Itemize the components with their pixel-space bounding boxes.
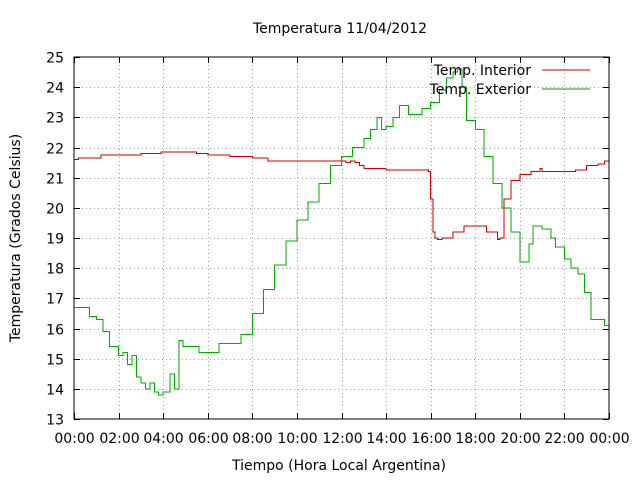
x-tick-label: 16:00 [411,431,451,447]
x-tick-label: 00:00 [589,431,629,447]
y-axis-label: Temperatura (Grados Celsius) [8,134,24,343]
x-tick-label: 20:00 [500,431,540,447]
x-tick-label: 22:00 [544,431,584,447]
x-tick-label: 02:00 [99,431,139,447]
chart-title: Temperatura 11/04/2012 [252,21,427,37]
y-tick-label: 15 [46,353,64,369]
ticks: 00:00 02:00 04:00 06:00 08:00 10:00 12:00 14:00… [46,51,630,448]
series-layer [74,68,610,396]
series-line-exterior [74,68,610,396]
y-tick-label: 21 [46,172,64,188]
x-axis-label: Tiempo (Hora Local Argentina) [231,458,446,474]
series-line-interior [74,151,609,240]
y-tick-label: 22 [46,142,64,158]
x-tick-label: 12:00 [322,431,362,447]
y-tick-label: 25 [46,51,64,67]
legend: Temp. Interior Temp. Exterior [429,63,590,98]
y-tick-label: 16 [46,323,64,339]
x-tick-label: 04:00 [143,431,183,447]
y-tick-label: 14 [46,383,64,399]
grid [74,57,609,419]
y-tick-label: 20 [46,202,64,218]
y-tick-label: 13 [46,413,64,429]
y-tick-label: 23 [46,111,64,127]
x-tick-label: 18:00 [455,431,495,447]
y-tick-label: 24 [46,81,64,97]
legend-label-exterior: Temp. Exterior [429,82,532,98]
x-tick-label: 14:00 [366,431,406,447]
x-tick-label: 00:00 [54,431,94,447]
x-tick-label: 10:00 [277,431,317,447]
legend-label-interior: Temp. Interior [433,63,532,79]
x-tick-label: 08:00 [232,431,272,447]
y-tick-label: 18 [46,262,64,278]
y-tick-label: 17 [46,292,64,308]
y-tick-label: 19 [46,232,64,248]
x-tick-label: 06:00 [188,431,228,447]
